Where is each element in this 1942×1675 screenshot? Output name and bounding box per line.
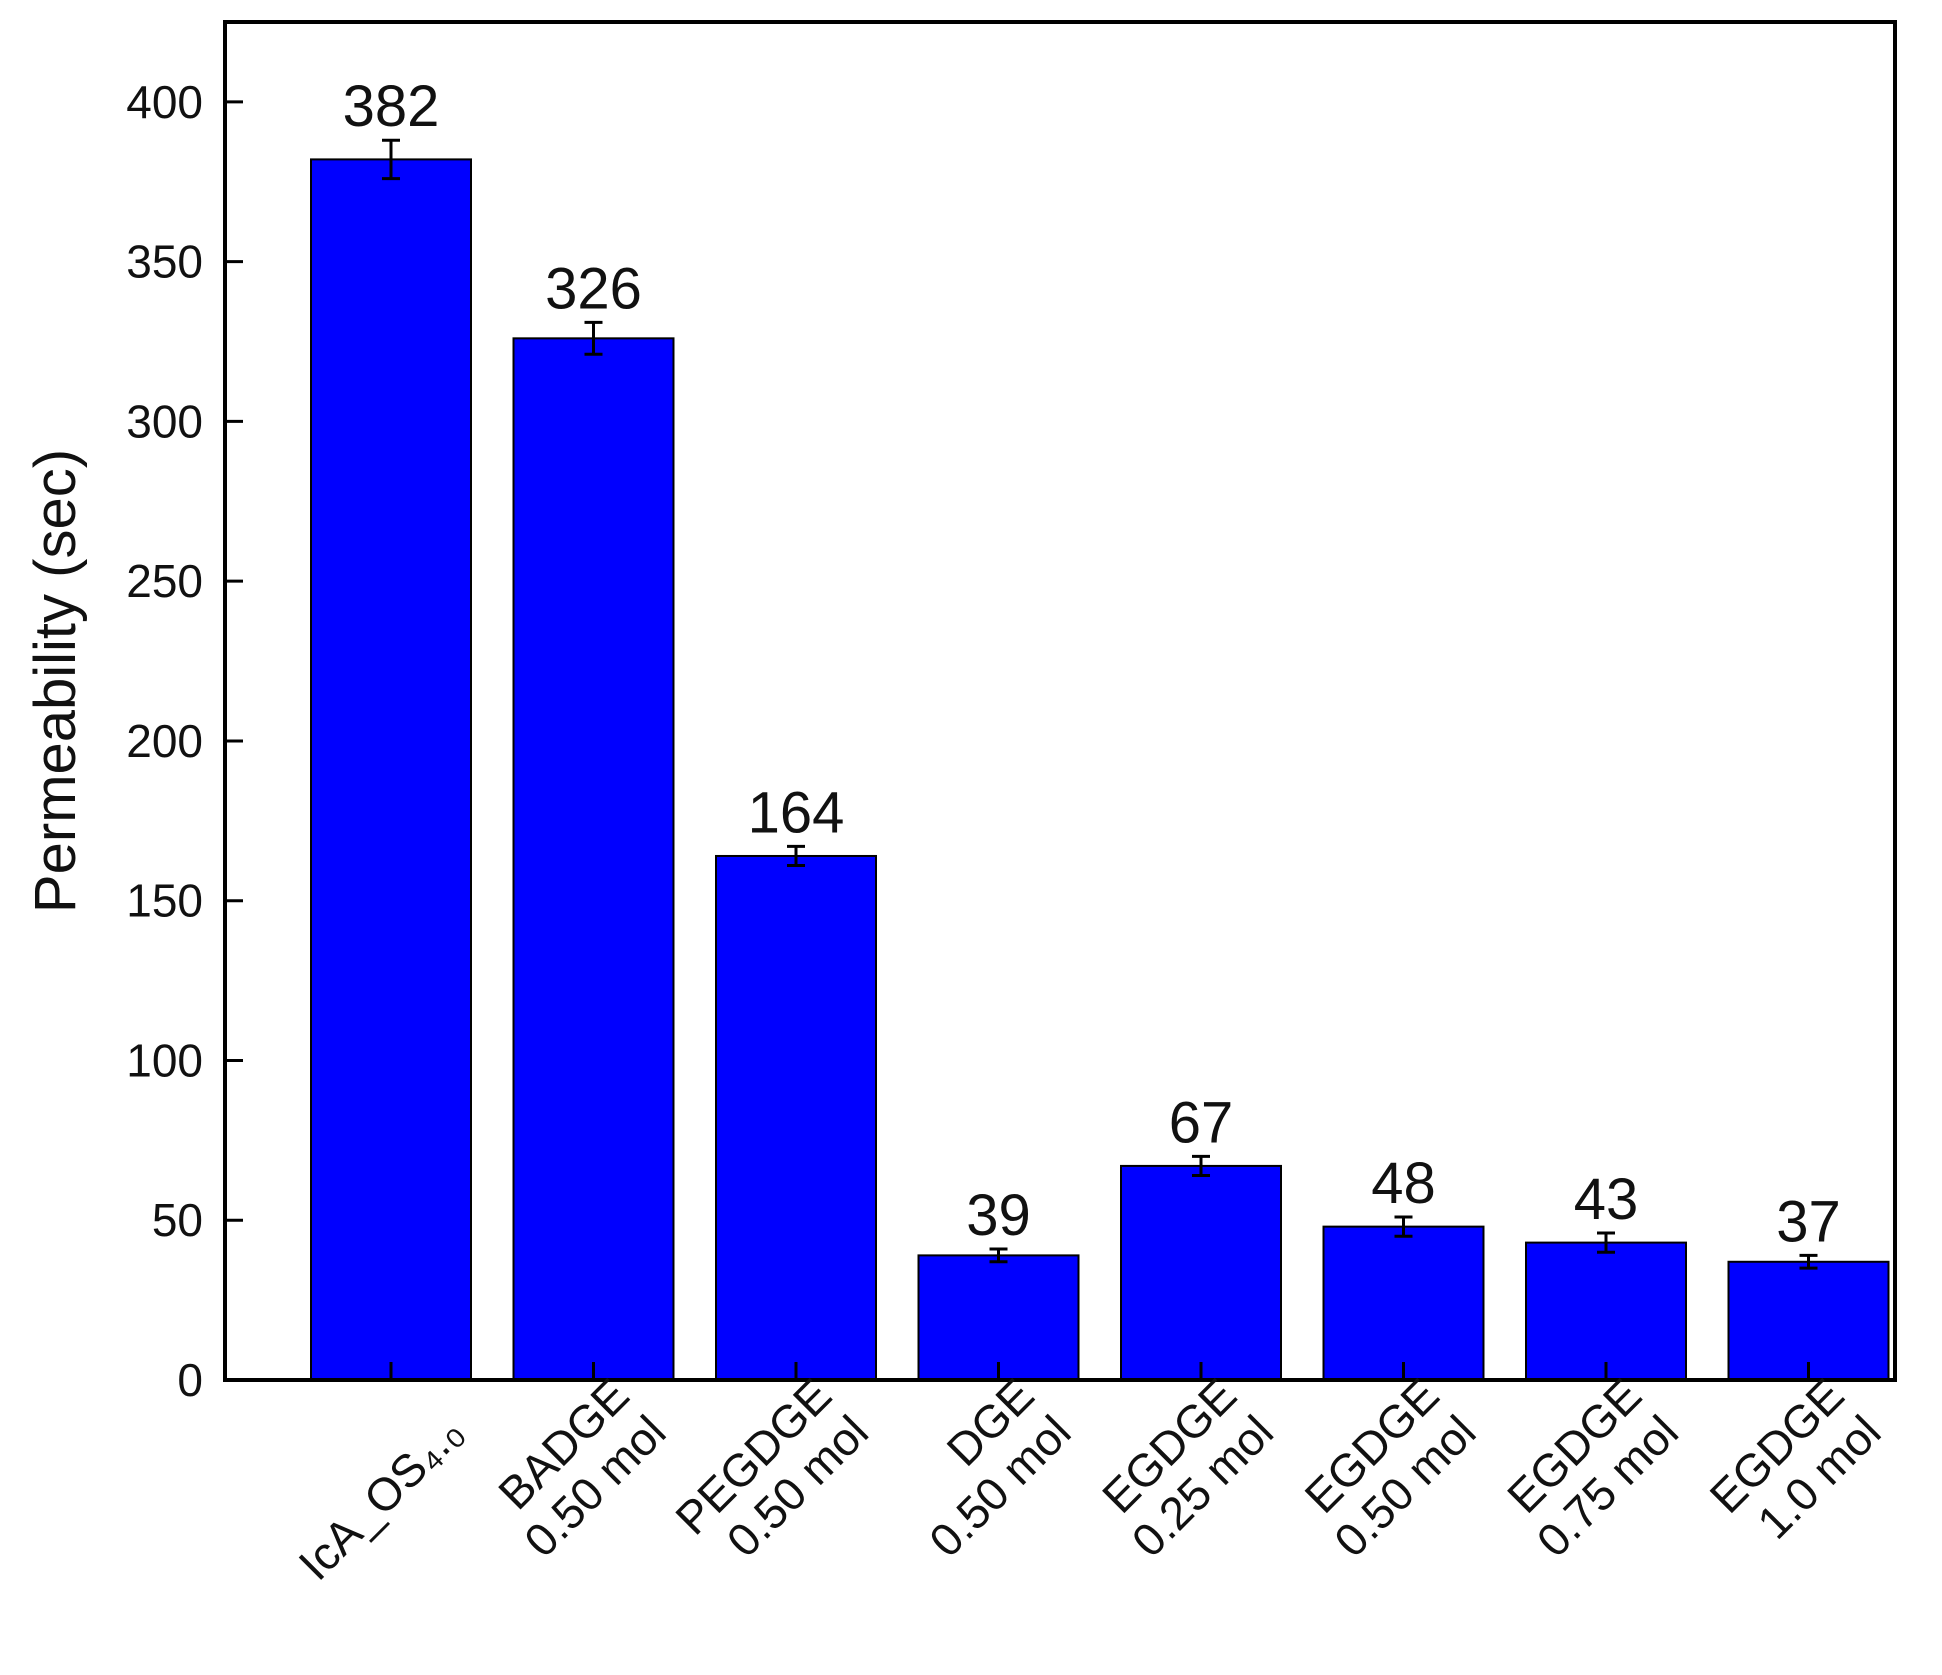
- y-tick-label: 200: [126, 715, 203, 767]
- data-label: 39: [966, 1183, 1031, 1248]
- data-label: 43: [1574, 1167, 1639, 1232]
- y-axis-layer: 0 50 100 150 200 250 300 350 400: [126, 76, 243, 1406]
- x-tick-label: IcA_OS₄.₀: [288, 1405, 473, 1590]
- x-tick-label: EGDGE0.25 mol: [1085, 1369, 1283, 1567]
- x-tick-label-line: IcA_OS₄.₀: [288, 1405, 473, 1590]
- error-bar: [584, 320, 603, 356]
- error-bar: [1799, 1253, 1818, 1270]
- error-bar: [989, 1247, 1008, 1264]
- y-tick-label: 350: [126, 236, 203, 288]
- bar: [715, 854, 877, 1381]
- bar: [1525, 1241, 1687, 1381]
- x-tick-label: PEGDGE0.50 mol: [665, 1369, 878, 1582]
- error-bar: [787, 844, 805, 868]
- x-tick-label: EGDGE0.50 mol: [1287, 1369, 1485, 1567]
- error-bar: [1597, 1231, 1615, 1254]
- data-label: 164: [748, 780, 845, 845]
- plot-frame-layer: [223, 20, 1897, 1382]
- bar: [310, 158, 472, 1381]
- bars-layer: [310, 158, 1890, 1382]
- data-label: 37: [1776, 1189, 1841, 1254]
- y-tick-label: 50: [152, 1194, 203, 1246]
- data-label: 67: [1169, 1090, 1234, 1155]
- error-bars-layer: [382, 138, 1818, 1270]
- x-tick-label: DGE0.50 mol: [882, 1369, 1080, 1567]
- bar: [1727, 1260, 1890, 1382]
- data-label: 382: [343, 74, 440, 139]
- bar: [1120, 1164, 1282, 1381]
- y-tick-label: 300: [126, 395, 203, 447]
- error-bar: [382, 138, 400, 181]
- y-tick-label: 100: [126, 1034, 203, 1086]
- y-tick-label: 150: [126, 875, 203, 927]
- value-labels-layer: 382 326 164 39 67 48 43 37: [343, 74, 1841, 1254]
- data-label: 326: [545, 256, 642, 321]
- bar: [917, 1254, 1080, 1382]
- error-bar: [1192, 1154, 1210, 1178]
- x-tick-label: BADGE0.50 mol: [477, 1369, 675, 1567]
- bar: [1322, 1225, 1485, 1381]
- bar: [512, 337, 675, 1381]
- x-tick-label: EGDGE1.0 mol: [1700, 1369, 1891, 1560]
- y-axis-title: Permeability (sec): [23, 449, 88, 913]
- x-tick-label: EGDGE0.75 mol: [1490, 1369, 1688, 1567]
- y-tick-label: 400: [126, 76, 203, 128]
- plot-frame: [223, 20, 1897, 1382]
- data-label: 48: [1371, 1151, 1436, 1216]
- y-tick-label: 250: [126, 555, 203, 607]
- y-tick-label: 0: [177, 1354, 203, 1406]
- error-bar: [1394, 1215, 1413, 1238]
